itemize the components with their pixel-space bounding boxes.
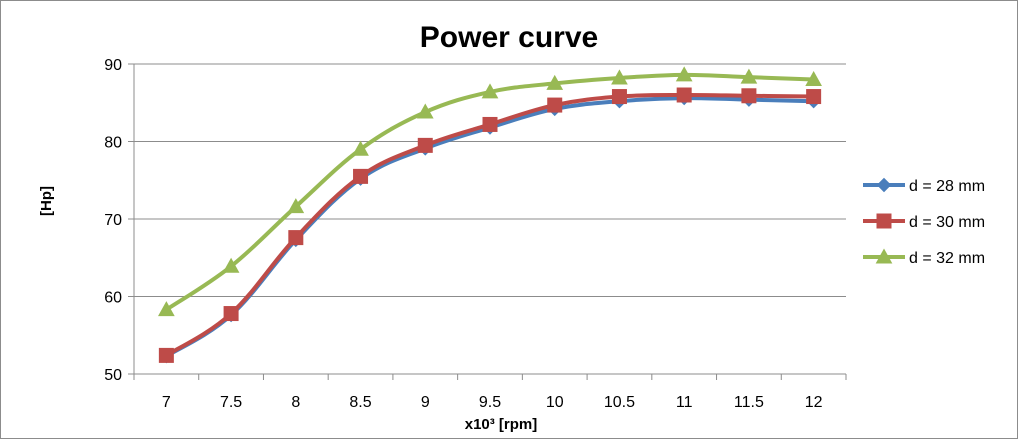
data-point: [158, 347, 174, 363]
x-tick-label: 7: [162, 394, 171, 411]
data-point: [158, 301, 175, 317]
x-tick-label: 9.5: [479, 394, 501, 411]
legend-marker: [876, 213, 892, 229]
gridlines: [134, 63, 846, 297]
data-point: [222, 257, 240, 273]
legend-label: d = 30 mm: [909, 214, 985, 231]
data-point: [611, 89, 627, 105]
y-tick-label: 80: [104, 135, 122, 152]
data-point: [806, 89, 822, 105]
legend-marker: [876, 177, 892, 193]
x-tick-label: 9: [421, 394, 430, 411]
x-tick-label: 7.5: [220, 394, 242, 411]
legend-marker: [875, 248, 893, 264]
data-point: [546, 74, 564, 90]
legend-label: d = 28 mm: [909, 178, 985, 195]
x-tick-label: 12: [805, 394, 823, 411]
legend-item: d = 28 mm: [863, 177, 985, 195]
data-point: [288, 230, 304, 246]
data-point: [740, 68, 758, 84]
y-tick-label: 90: [104, 57, 122, 74]
legend-label: d = 32 mm: [909, 250, 985, 267]
series-2: [158, 87, 822, 363]
data-point: [675, 66, 693, 82]
series-lines: [158, 66, 822, 364]
data-point: [547, 97, 563, 113]
x-tick-label: 11: [676, 394, 693, 411]
data-point: [741, 88, 757, 104]
chart-title: Power curve: [420, 21, 598, 54]
data-point: [417, 137, 433, 153]
data-point: [676, 87, 692, 103]
data-point: [611, 69, 628, 85]
x-tick-label: 8.5: [349, 394, 371, 411]
data-point: [353, 168, 369, 184]
x-tick-label: 8: [291, 394, 300, 411]
data-point: [223, 306, 239, 322]
y-axis-title: [Hp]: [38, 186, 55, 216]
y-tick-label: 60: [104, 290, 122, 307]
data-point: [287, 198, 305, 214]
x-tick-label: 10.5: [604, 394, 635, 411]
y-tick-label: 50: [104, 367, 122, 384]
data-point: [416, 103, 434, 119]
tick-labels: 50 60 70 80 90 7 7.5 8 8.5 9 9.5 10 10.5 11 11.5 12: [104, 57, 822, 411]
data-point: [805, 70, 822, 86]
x-tick-label: 11.5: [734, 394, 764, 411]
x-axis-title: x10³ [rpm]: [465, 416, 538, 433]
data-point: [352, 140, 369, 156]
legend-item: d = 32 mm: [863, 248, 985, 267]
x-tick-label: 10: [546, 394, 564, 411]
series-1: [159, 90, 821, 364]
axes: [128, 63, 847, 380]
data-point: [482, 116, 498, 132]
series-line: [164, 96, 816, 359]
legend: d = 28 mm d = 30 mm d = 32 mm: [863, 177, 985, 267]
y-tick-label: 70: [104, 212, 122, 229]
data-point: [481, 83, 499, 99]
series-3: [158, 66, 822, 317]
legend-item: d = 30 mm: [863, 213, 985, 231]
